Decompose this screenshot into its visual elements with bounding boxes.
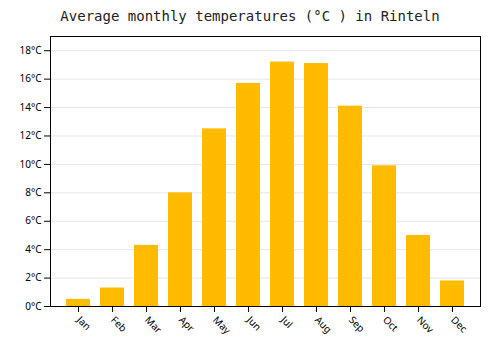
svg-text:6°C: 6°C (25, 213, 42, 227)
svg-text:Aug: Aug (312, 313, 335, 336)
svg-text:Nov: Nov (414, 313, 438, 337)
html-text:Average monthly temperatures (: Average monthly temperatures (°C ) in Ri… (60, 8, 440, 24)
svg-text:Dec: Dec (448, 313, 471, 336)
svg-text:4°C: 4°C (25, 242, 42, 256)
svg-text:16°C: 16°C (19, 71, 42, 85)
svg-text:Feb: Feb (108, 313, 130, 335)
svg-text:Sep: Sep (346, 313, 368, 335)
svg-text:Oct: Oct (380, 313, 402, 335)
svg-text:18°C: 18°C (19, 43, 42, 57)
svg-text:Mar: Mar (142, 313, 165, 336)
svg-text:14°C: 14°C (19, 100, 42, 114)
svg-text:Jul: Jul (277, 312, 296, 331)
svg-text:0°C: 0°C (25, 299, 42, 313)
svg-text:2°C: 2°C (25, 270, 42, 284)
svg-text:10°C: 10°C (19, 157, 42, 171)
svg-text:May: May (210, 313, 235, 338)
svg-text:Jan: Jan (73, 312, 94, 333)
svg-text:12°C: 12°C (19, 128, 42, 142)
svg-text:8°C: 8°C (25, 185, 42, 199)
svg-text:Apr: Apr (176, 313, 198, 335)
svg-text:Jun: Jun (243, 312, 264, 333)
